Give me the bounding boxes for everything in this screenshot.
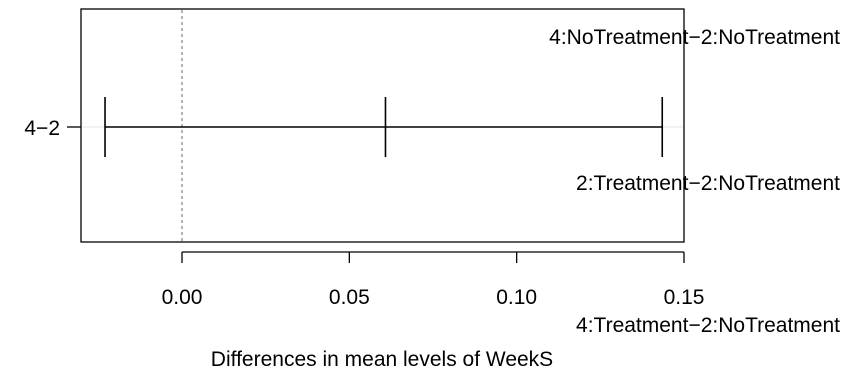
- x-axis-title: Differences in mean levels of WeekS: [211, 348, 553, 371]
- x-tick-label: 0.15: [664, 286, 705, 309]
- annotation-label: 4:NoTreatment−2:NoTreatment: [549, 26, 840, 49]
- y-tick-label: 4−2: [24, 117, 60, 140]
- x-tick-label: 0.10: [496, 286, 537, 309]
- annotation-label: 4:Treatment−2:NoTreatment: [576, 314, 840, 337]
- x-axis: 0.00 0.05 0.10 0.15: [162, 251, 705, 309]
- x-tick-label: 0.05: [329, 286, 370, 309]
- annotation-label: 2:Treatment−2:NoTreatment: [576, 172, 840, 195]
- x-tick-label: 0.00: [162, 286, 203, 309]
- plot-frame: [80, 8, 685, 243]
